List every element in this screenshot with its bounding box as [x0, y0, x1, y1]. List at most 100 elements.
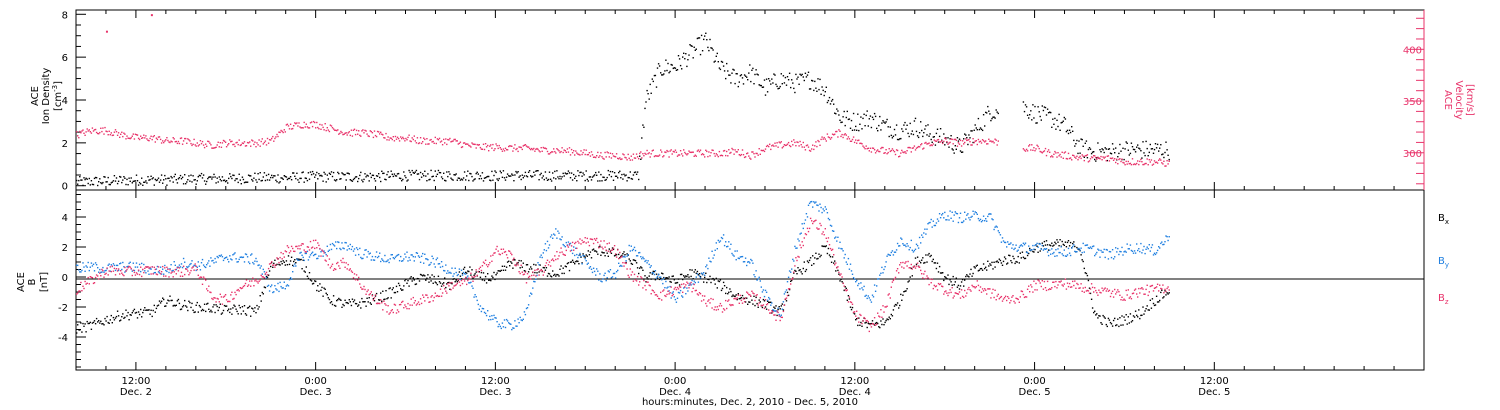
- data-point: [352, 277, 355, 279]
- data-point: [534, 271, 536, 274]
- data-point: [395, 255, 398, 257]
- data-point: [1074, 250, 1076, 253]
- data-point: [341, 131, 343, 134]
- data-point: [198, 265, 201, 267]
- data-point: [1054, 150, 1056, 153]
- data-point: [926, 261, 928, 263]
- data-point: [124, 271, 126, 273]
- data-point: [768, 78, 770, 80]
- data-point: [520, 146, 522, 149]
- data-point: [119, 136, 121, 138]
- data-point: [367, 250, 369, 253]
- x-tick-day-label: Dec. 2: [120, 387, 152, 398]
- data-point: [110, 314, 112, 317]
- data-point: [558, 150, 560, 152]
- data-point: [750, 158, 752, 160]
- data-point: [272, 266, 274, 268]
- data-point: [122, 273, 124, 276]
- data-point: [112, 180, 115, 182]
- data-point: [365, 305, 367, 307]
- data-point: [575, 150, 577, 152]
- data-point: [621, 158, 623, 160]
- data-point: [589, 251, 592, 253]
- data-point: [375, 292, 378, 295]
- data-point: [939, 217, 942, 219]
- data-point: [499, 253, 501, 256]
- data-point: [729, 152, 731, 154]
- data-point: [280, 260, 282, 263]
- data-point: [1023, 257, 1026, 260]
- data-point: [157, 136, 160, 138]
- data-point: [153, 272, 155, 274]
- data-point: [426, 138, 428, 140]
- data-point: [934, 140, 937, 142]
- data-point: [664, 287, 666, 289]
- data-point: [1078, 247, 1080, 250]
- data-point: [845, 261, 847, 263]
- data-point: [308, 272, 311, 274]
- data-point: [466, 283, 468, 286]
- data-point: [978, 269, 981, 271]
- data-point: [407, 260, 409, 262]
- data-point: [1139, 250, 1141, 253]
- data-point: [1115, 324, 1117, 327]
- data-point: [263, 271, 266, 273]
- data-point: [856, 318, 858, 320]
- data-point: [864, 322, 866, 324]
- data-point: [796, 78, 798, 80]
- data-point: [914, 257, 917, 259]
- data-point: [90, 262, 93, 264]
- data-point: [1072, 130, 1074, 132]
- data-point: [658, 298, 661, 300]
- data-point: [1124, 148, 1126, 150]
- data-point: [661, 74, 663, 76]
- data-point: [722, 281, 725, 284]
- data-point: [149, 266, 151, 269]
- data-point: [478, 178, 480, 180]
- data-point: [916, 245, 919, 247]
- data-point: [1140, 158, 1142, 161]
- data-point: [414, 140, 416, 142]
- data-point: [141, 316, 143, 318]
- data-point: [243, 284, 246, 287]
- data-point: [644, 152, 646, 155]
- data-point: [134, 180, 137, 182]
- data-point: [950, 217, 952, 219]
- data-point: [307, 246, 310, 248]
- data-point: [241, 176, 244, 178]
- data-point: [456, 179, 458, 181]
- data-point: [221, 303, 224, 305]
- data-point: [735, 73, 737, 75]
- data-point: [1132, 315, 1135, 317]
- data-point: [509, 323, 511, 325]
- data-point: [918, 236, 921, 239]
- data-point: [893, 128, 896, 131]
- data-point: [1022, 242, 1025, 244]
- data-point: [1126, 142, 1128, 144]
- data-point: [1044, 244, 1047, 246]
- data-point: [738, 257, 740, 260]
- data-point: [295, 245, 297, 248]
- data-point: [127, 184, 129, 186]
- data-point: [125, 138, 127, 140]
- data-point: [1062, 243, 1064, 246]
- data-point: [249, 175, 251, 177]
- data-point: [170, 272, 172, 274]
- data-point: [697, 149, 700, 151]
- data-point: [1068, 129, 1071, 131]
- data-point: [730, 82, 732, 84]
- data-point: [129, 261, 131, 263]
- data-point: [322, 180, 324, 182]
- data-point: [573, 150, 575, 152]
- data-point: [1069, 157, 1072, 159]
- data-point: [534, 269, 536, 271]
- data-point: [780, 305, 782, 307]
- data-point: [121, 181, 123, 184]
- data-point: [173, 271, 175, 273]
- data-point: [1024, 242, 1027, 244]
- data-point: [952, 275, 954, 278]
- data-point: [971, 275, 973, 277]
- data-point: [475, 271, 477, 273]
- data-point: [253, 285, 255, 287]
- data-point: [752, 303, 754, 305]
